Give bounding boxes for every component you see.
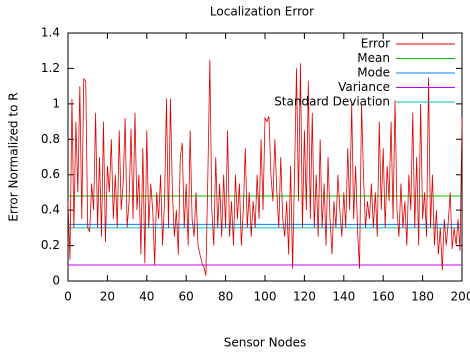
x-tick-label: 160: [372, 290, 395, 304]
y-tick-label: 1: [52, 96, 60, 110]
y-tick-label: 0.2: [41, 238, 60, 252]
legend-label: Mean: [357, 51, 390, 65]
y-tick-label: 1.4: [41, 26, 60, 40]
x-tick-label: 100: [254, 290, 277, 304]
plot-border: [67, 32, 463, 282]
y-tick-label: 0.4: [41, 203, 60, 217]
y-axis-label: Error Normalized to R: [7, 92, 21, 221]
y-tick-label: 0.8: [41, 132, 60, 146]
x-tick-label: 40: [139, 290, 154, 304]
legend-label: Error: [361, 37, 390, 51]
x-tick-label: 120: [293, 290, 316, 304]
x-tick-label: 20: [100, 290, 115, 304]
y-tick-label: 0.6: [41, 167, 60, 181]
series-line: [67, 59, 463, 276]
x-tick-label: 180: [411, 290, 434, 304]
x-axis-label: Sensor Nodes: [224, 336, 307, 350]
chart-title: Localization Error: [210, 5, 314, 19]
legend-label: Standard Deviation: [274, 95, 390, 109]
x-tick-label: 140: [332, 290, 355, 304]
legend-label: Variance: [338, 80, 390, 94]
y-tick-label: 0: [52, 274, 60, 288]
x-tick-label: 80: [218, 290, 233, 304]
x-tick-label: 0: [64, 290, 72, 304]
y-tick-label: 1.2: [41, 61, 60, 75]
x-tick-label: 60: [179, 290, 194, 304]
x-tick-label: 200: [451, 290, 470, 304]
legend-label: Mode: [357, 66, 390, 80]
